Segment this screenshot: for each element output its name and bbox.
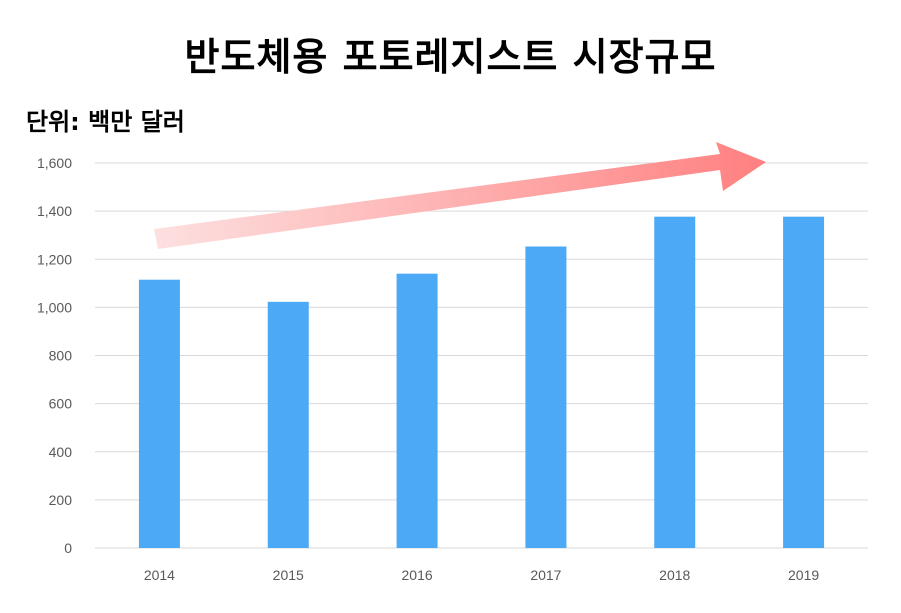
bar-2017: [525, 246, 567, 548]
x-tick-label: 2016: [402, 567, 433, 583]
bar-2018: [654, 216, 696, 549]
bar-2016: [396, 273, 438, 548]
unit-label: 단위: 백만 달러: [26, 108, 185, 136]
y-tick-label: 1,600: [37, 155, 72, 171]
y-tick-label: 400: [49, 444, 73, 460]
trend-arrow: [154, 142, 766, 249]
x-tick-label: 2014: [144, 567, 175, 583]
y-tick-label: 200: [49, 492, 73, 508]
x-tick-label: 2015: [273, 567, 304, 583]
bar-2019: [783, 216, 825, 549]
y-tick-label: 1,200: [37, 251, 72, 267]
x-tick-label: 2018: [659, 567, 690, 583]
y-tick-label: 0: [64, 540, 72, 556]
y-tick-label: 800: [49, 348, 73, 364]
bars: [138, 216, 825, 549]
bar-2015: [267, 301, 309, 548]
y-tick-label: 1,400: [37, 203, 72, 219]
gridlines: [95, 162, 868, 549]
x-tick-label: 2019: [788, 567, 819, 583]
x-tick-label: 2017: [530, 567, 561, 583]
bar-2014: [138, 279, 180, 548]
chart-title: 반도체용 포토레지스트 시장규모: [184, 35, 717, 79]
y-tick-label: 1,000: [37, 299, 72, 315]
y-axis-ticks: 0 200 400 600 800 1,000 1,200 1,400 1,600: [37, 155, 72, 556]
x-axis-ticks: 2014 2015 2016 2017 2018 2019: [144, 567, 820, 583]
y-tick-label: 600: [49, 396, 73, 412]
